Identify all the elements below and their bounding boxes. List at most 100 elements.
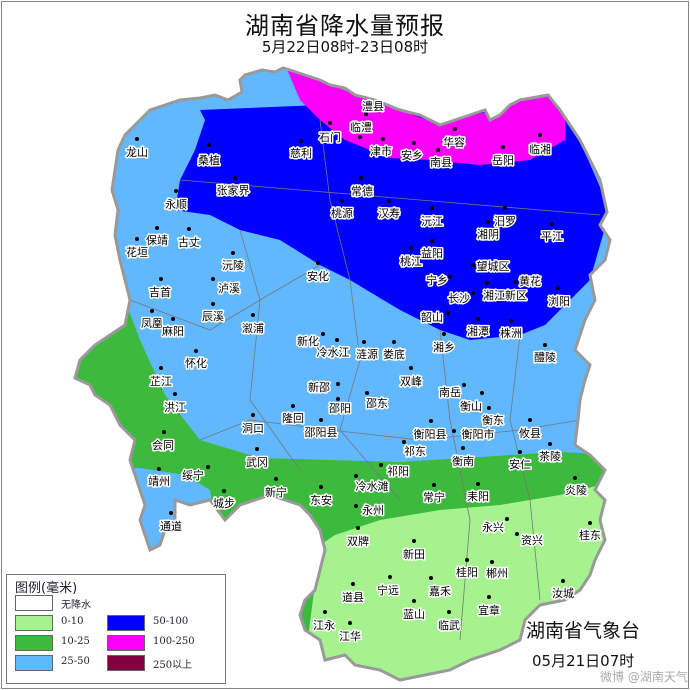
city-label: 永兴 [482,520,504,534]
city-label: 新宁 [265,485,287,499]
city-label: 望城区 [477,260,510,273]
legend-label: 100-250 [153,636,195,647]
city-dot [476,317,480,321]
city-label: 安乡 [401,148,423,162]
city-marker: 涟源 [355,340,380,363]
city-label: 冷水滩 [356,479,389,493]
city-label: 靖州 [148,475,170,488]
map-title: 湖南省降水量预报 [245,12,445,40]
city-label: 湘乡 [433,340,455,354]
city-dot [412,539,416,543]
city-marker: 新邵 [307,379,340,396]
city-label: 株洲 [500,326,522,340]
city-dot [255,447,259,451]
city-marker: 衡南 [451,446,476,470]
legend-title: 图例(毫米) [15,581,78,596]
city-label: 双峰 [400,375,422,388]
city-dot [274,477,278,481]
city-dot [447,610,451,614]
city-marker: 资兴 [515,532,545,549]
city-label: 岳阳 [492,154,514,167]
city-marker: 张家界 [215,176,251,199]
city-label: 衡南 [452,455,474,468]
city-marker: 保靖 [145,226,170,249]
city-label: 辰溪 [202,310,224,323]
legend-label: 25-50 [61,656,90,667]
city-label: 湘潭 [467,324,489,338]
city-label: 娄底 [383,347,405,361]
city-dot [319,485,323,489]
city-label: 溆浦 [242,321,264,335]
city-marker: 安仁 [508,450,533,473]
city-label: 麻阳 [162,324,184,338]
city-dot [453,127,457,131]
city-dot [476,482,480,486]
legend-label: 0-10 [61,616,84,627]
city-marker: 嘉禾 [428,576,453,600]
city-label: 邵东 [366,397,388,410]
city-marker: 凤凰 [140,309,165,332]
city-label: 耒阳 [467,490,489,503]
city-dot [348,621,352,625]
city-marker: 长沙 [447,291,475,307]
city-dot [251,313,255,317]
city-marker: 衡山 [459,391,484,415]
city-label: 涟源 [356,347,378,361]
legend: 图例(毫米) 无降水 0-10 10-25 25-50 50-100 100-250 250… [6,574,226,684]
city-marker: 古丈 [177,227,202,251]
city-label: 慈利 [290,146,312,160]
city-label: 会同 [152,439,174,452]
city-label: 汨罗 [494,215,516,228]
city-label: 嘉禾 [429,584,451,598]
city-marker: 南岳 [438,383,466,401]
city-dot [171,317,175,321]
city-dot [351,582,355,586]
city-marker: 永顺 [164,189,189,213]
city-dot [501,145,505,149]
city-label: 通道 [160,519,182,533]
city-label: 新田 [403,547,425,561]
city-marker: 临湘 [528,133,553,158]
city-label: 临澧 [350,120,372,134]
watermark: 微博 @湖南天气 [600,670,688,684]
city-label: 城步 [213,497,235,510]
city-dot [354,504,358,508]
city-dot [471,291,475,295]
city-dot [159,366,163,370]
issue-time: 05月21日07时 [532,652,635,670]
city-dot [335,338,339,342]
city-marker: 新田 [402,539,427,563]
city-dot [364,112,368,116]
city-label: 沅陵 [222,259,244,272]
city-dot [379,463,383,467]
city-label: 常德 [351,184,373,198]
county-boundary [239,229,301,471]
city-marker: 黄花 [513,273,543,290]
legend-label: 10-25 [61,636,90,647]
city-dot [336,382,340,386]
city-marker: 常宁 [422,483,447,506]
city-dot [412,599,416,603]
city-marker: 醴陵 [533,343,558,366]
city-label: 安化 [307,269,329,283]
city-label: 津市 [370,144,392,158]
city-dot [162,430,166,434]
city-dot [503,206,507,210]
city-dot [487,595,491,599]
county-boundary [509,334,541,601]
city-label: 宁远 [377,583,399,597]
legend-swatch [15,595,53,611]
city-marker: 双牌 [346,526,371,550]
city-label: 南县 [430,156,452,169]
city-label: 攸县 [519,426,541,440]
city-dot [159,277,163,281]
city-dot [211,277,215,281]
city-label: 武冈 [246,456,268,469]
city-label: 华容 [443,135,465,149]
city-label: 永顺 [165,197,187,211]
city-dot [207,143,211,147]
city-dot [538,133,542,137]
city-dot [323,610,327,614]
city-label: 江永 [313,618,335,632]
city-marker: 江永 [312,610,337,634]
